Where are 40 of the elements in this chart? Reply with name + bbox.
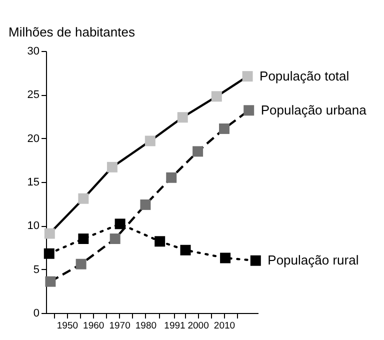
point	[192, 146, 204, 157]
point	[110, 234, 120, 244]
point	[44, 248, 54, 259]
y-tick-label: 30	[27, 46, 40, 58]
point	[76, 258, 86, 270]
point	[106, 162, 118, 172]
y-tick-label: 0	[33, 308, 40, 320]
series-label: População rural	[268, 252, 359, 268]
x-tick-label: 2000	[188, 320, 209, 332]
point	[44, 228, 55, 239]
point	[177, 112, 188, 123]
x-tick-label: 1970	[109, 320, 130, 332]
y-tick-label: 5	[33, 264, 40, 276]
y-tick-label: 25	[27, 89, 40, 102]
point	[244, 105, 254, 116]
x-tick-label: 2010	[214, 320, 236, 332]
point	[211, 91, 222, 102]
point	[78, 193, 89, 204]
point	[144, 136, 156, 146]
point	[220, 252, 231, 264]
series-label: População total	[260, 68, 350, 84]
y-axis-title: Milhões de habitantes	[8, 24, 136, 40]
x-tick-label: 1980	[135, 320, 157, 332]
y-tick-label: 20	[27, 132, 40, 145]
point	[114, 218, 126, 230]
point	[242, 71, 253, 82]
point	[180, 244, 191, 256]
point	[218, 123, 230, 134]
point	[250, 255, 261, 266]
x-tick-label: 1991	[164, 320, 186, 332]
y-tick-label: 15	[27, 176, 40, 188]
point	[140, 199, 151, 210]
point	[154, 236, 166, 247]
point	[166, 172, 177, 183]
point	[45, 276, 56, 287]
x-tick-label: 1950	[56, 320, 78, 332]
series-label: População urbana	[260, 102, 368, 118]
y-tick-label: 10	[27, 220, 40, 232]
point	[78, 234, 89, 244]
x-tick-label: 1960	[83, 320, 104, 332]
